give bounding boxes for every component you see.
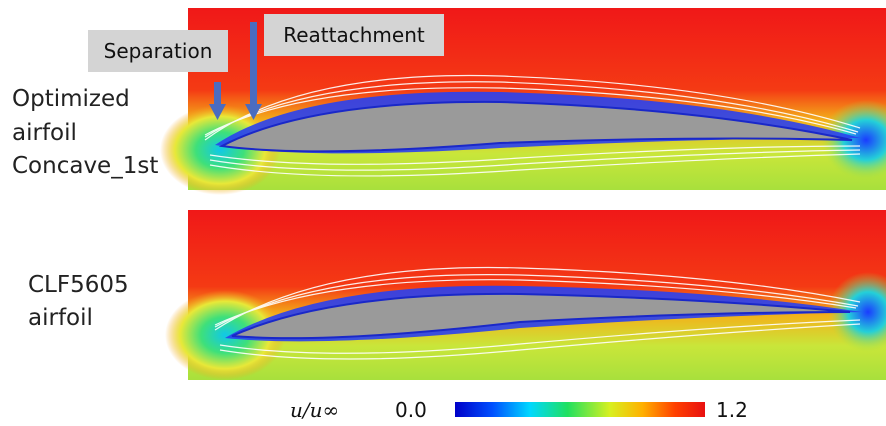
colorbar-max: 1.2 [716,398,748,422]
panel-label: airfoil [28,305,93,331]
panel-label: Optimized [12,86,130,112]
arrow [209,22,262,120]
annotation-box [88,30,228,72]
flow-panel [165,210,886,380]
flow-panel [160,8,886,195]
annotation: Reattachment [283,23,425,47]
panel-label: airfoil [12,120,77,146]
annotation: Separation [104,39,213,63]
annotation-box [264,14,444,56]
panel-label: CLF5605 [28,272,129,298]
colorbar-label: u/u∞ [290,398,339,422]
colorbar-min: 0.0 [395,398,427,422]
panel-label: Concave_1st [12,153,158,179]
colorbar [455,402,705,417]
